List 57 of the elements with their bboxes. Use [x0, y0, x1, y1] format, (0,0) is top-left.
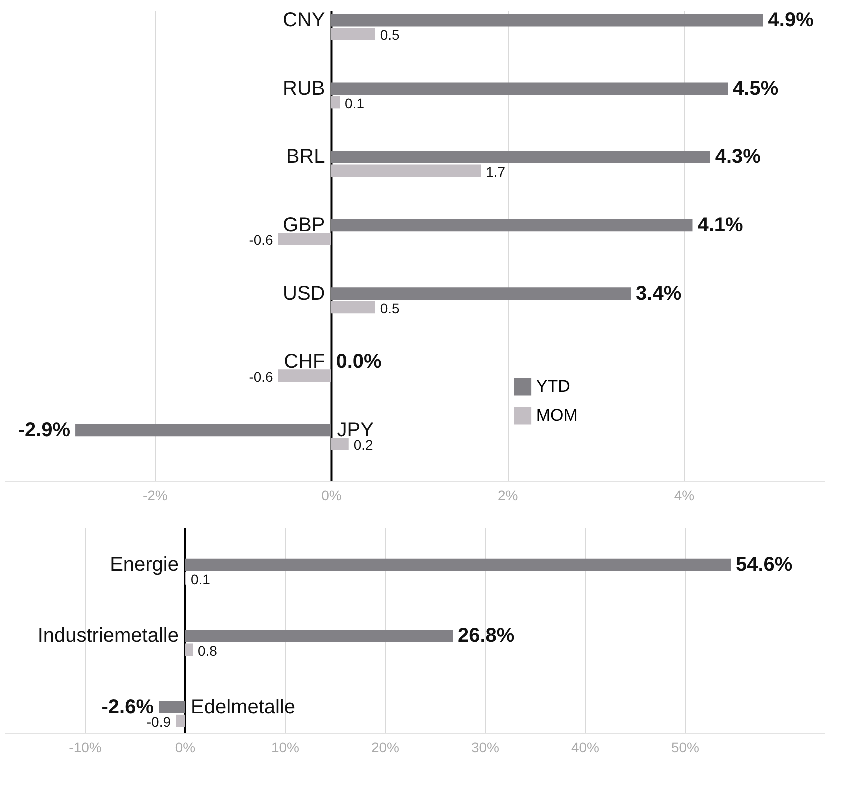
- y-tick-label: BRL: [286, 146, 326, 168]
- bar: [331, 164, 482, 178]
- x-tick-label: 2%: [498, 488, 518, 504]
- bar: [185, 558, 731, 572]
- data-label: 0.8: [198, 642, 218, 659]
- bar: [331, 301, 376, 314]
- x-tick-label: -2%: [142, 488, 168, 504]
- data-label: 1.7: [486, 164, 506, 180]
- bar: [331, 28, 376, 40]
- x-tick-label: 0%: [175, 740, 196, 756]
- bar: [331, 151, 710, 164]
- bar: [331, 219, 693, 232]
- x-tick-label: -10%: [69, 740, 102, 756]
- y-tick-label: CNY: [283, 10, 326, 32]
- bar: [331, 82, 728, 96]
- y-tick-label: Industriemetalle: [38, 625, 179, 648]
- x-tick-label: 20%: [371, 740, 400, 756]
- bar: [176, 714, 185, 728]
- data-label: 0.0%: [336, 351, 382, 374]
- bar: [331, 438, 349, 450]
- x-tick-label: 0%: [322, 488, 342, 504]
- bar: [331, 96, 340, 109]
- x-tick-label: 4%: [674, 488, 695, 504]
- data-label: 4.9%: [768, 10, 814, 32]
- bar: [278, 370, 332, 382]
- data-label: 0.5: [380, 27, 400, 44]
- x-tick-label: 30%: [471, 740, 500, 756]
- x-tick-label: 10%: [271, 740, 300, 756]
- data-label: -0.6: [249, 232, 274, 248]
- y-tick-label: USD: [283, 282, 326, 305]
- y-tick-label: Energie: [110, 554, 179, 576]
- data-label: -0.6: [249, 368, 274, 385]
- bar: [159, 701, 185, 714]
- data-label: 26.8%: [458, 625, 515, 648]
- data-label: 0.1: [345, 96, 365, 112]
- bar: [331, 288, 632, 300]
- data-label: 0.5: [380, 300, 400, 316]
- data-label: 54.6%: [736, 554, 793, 576]
- data-label: 0.1: [191, 572, 211, 588]
- bar: [331, 14, 764, 27]
- bar: [278, 233, 332, 246]
- data-label: 3.4%: [636, 282, 682, 305]
- bar: [76, 424, 332, 437]
- y-tick-label: GBP: [282, 214, 326, 237]
- bar: [185, 644, 193, 656]
- y-tick-label: CHF: [284, 351, 326, 374]
- x-tick-label: 50%: [671, 740, 700, 756]
- data-label: 4.3%: [715, 146, 762, 168]
- data-label: 4.1%: [698, 214, 744, 237]
- x-tick-label: 40%: [571, 740, 600, 756]
- legend-label: YTD: [536, 377, 570, 396]
- y-tick-label: Edelmetalle: [191, 696, 296, 718]
- y-tick-label: RUB: [283, 78, 326, 100]
- data-label: -2.9%: [18, 419, 71, 442]
- data-label: 4.5%: [733, 78, 779, 100]
- legend-label: MOM: [536, 406, 578, 426]
- bar: [185, 630, 453, 642]
